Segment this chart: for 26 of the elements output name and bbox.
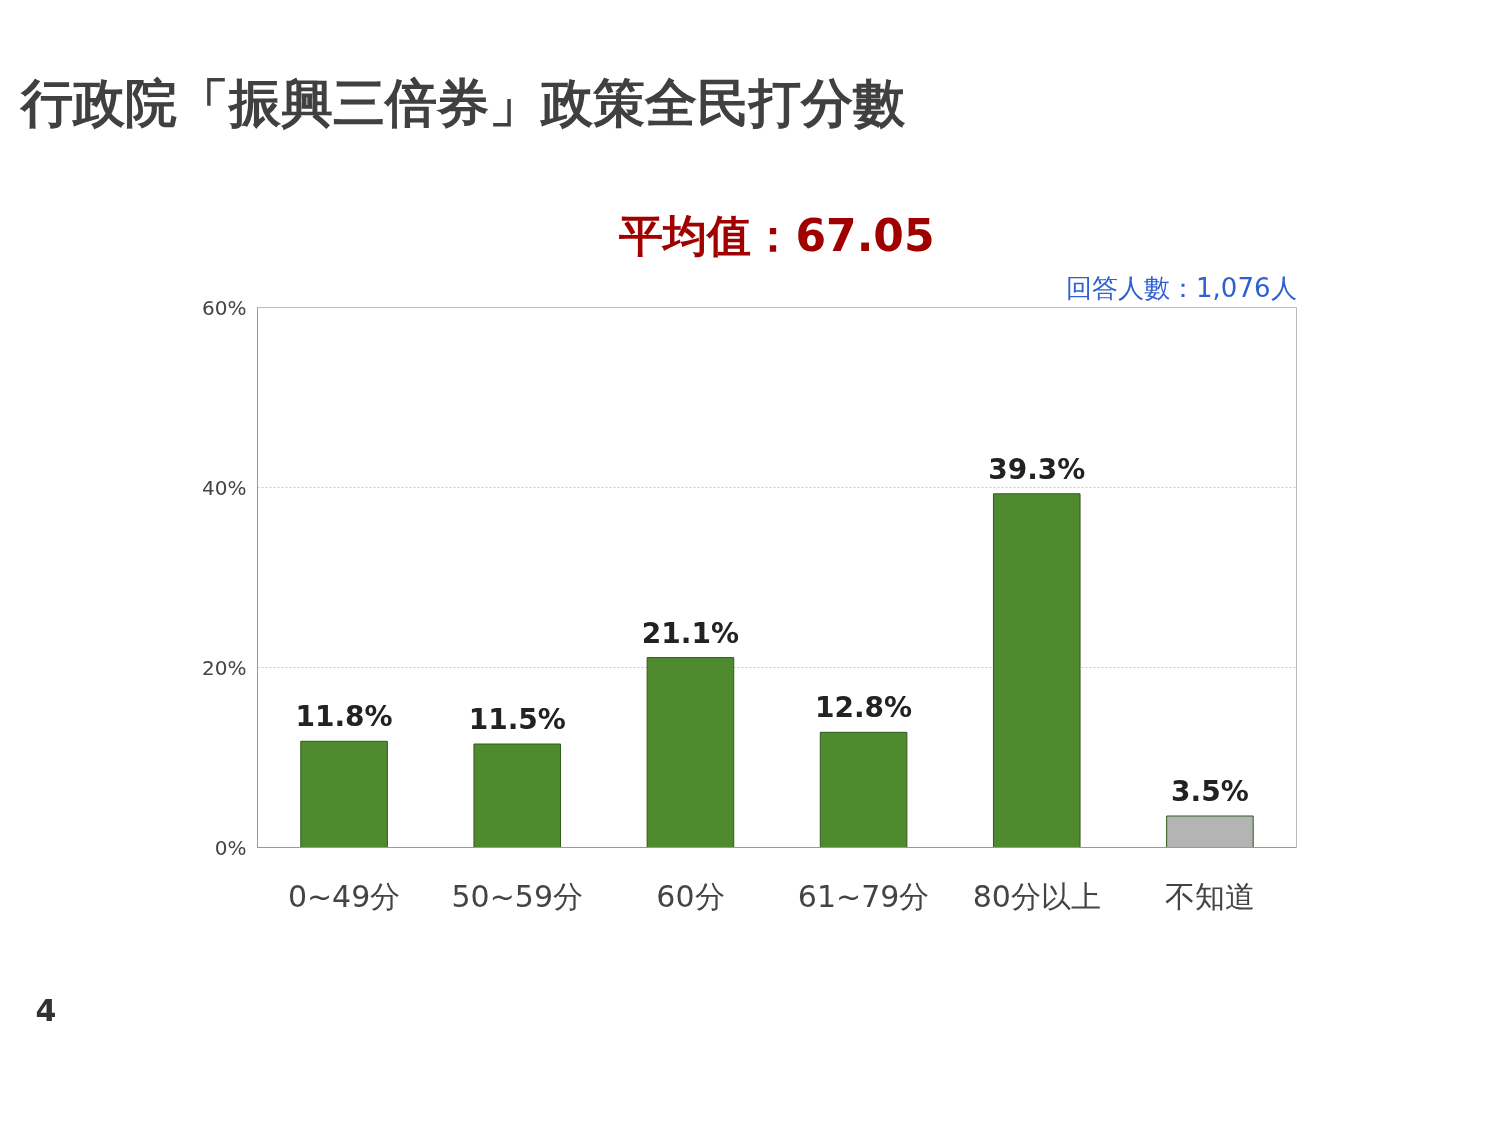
x-tick-label: 80分以上: [972, 878, 1101, 914]
x-tick-label: 50~59分: [451, 878, 583, 914]
x-tick-label: 61~79分: [797, 878, 930, 914]
data-label: 3.5%: [1171, 775, 1249, 808]
bar: [300, 740, 388, 848]
x-tick-label: 60分: [656, 878, 725, 914]
text: 平均值：67.05: [619, 209, 935, 261]
y-tick-label: 20%: [202, 655, 247, 680]
y-tick-label: 60%: [202, 295, 247, 320]
y-tick-label: 0%: [214, 835, 247, 860]
data-label: 11.8%: [295, 700, 393, 734]
y-tick-label: 40%: [202, 475, 247, 500]
bar: [1166, 815, 1254, 848]
data-label: 39.3%: [988, 452, 1086, 486]
data-label: 12.8%: [815, 691, 913, 725]
bar: [646, 657, 735, 848]
x-tick-label: 不知道: [1164, 878, 1255, 914]
chart-title: 行政院「振興三倍券」政策全民打分數: [18, 72, 906, 133]
data-label: 11.5%: [468, 703, 566, 736]
bar: [992, 493, 1081, 848]
text: 回答人數：1,076人: [1066, 272, 1297, 303]
bar: [473, 743, 562, 848]
text: 4: [35, 992, 57, 1028]
data-label: 21.1%: [641, 616, 739, 650]
x-tick-label: 0~49分: [287, 878, 401, 914]
bar: [819, 731, 908, 848]
